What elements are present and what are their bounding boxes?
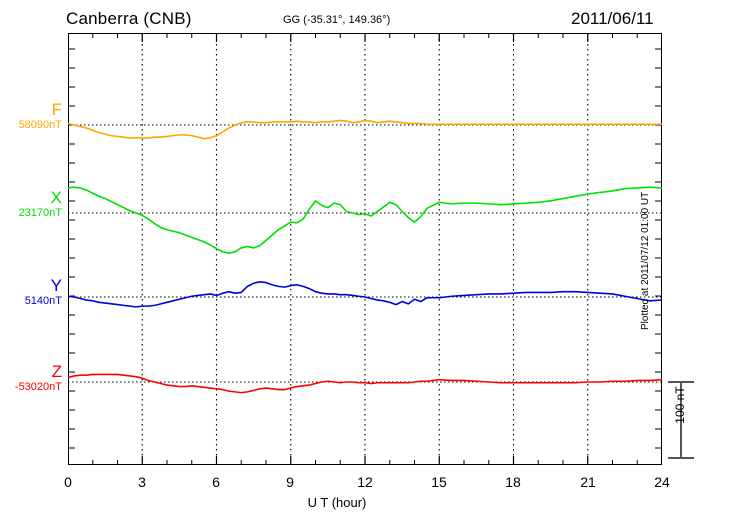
scale-bar-line [680,382,682,458]
x-axis-title-text: U T (hour) [307,495,367,510]
component-baseline-f: 58090nT [18,118,62,131]
component-label-y: Y 5140nT [0,277,62,307]
component-baseline-x: 23170nT [18,206,62,219]
plotted-at-caption: Plotted at 2011/07/12 01:00 UT [640,170,651,330]
page-title: Canberra (CNB) [66,9,192,28]
component-letter-z: Z [51,362,62,381]
x-tick-label-15: 15 [431,474,447,490]
component-label-x: X 23170nT [0,189,62,219]
x-tick-label-12: 12 [357,474,373,490]
component-baseline-z: -53020nT [14,380,62,393]
scale-bar-cap-top [668,381,694,383]
observation-date: 2011/06/11 [571,9,654,28]
plot-canvas [68,33,662,465]
gridlines [141,34,589,464]
trace-y [68,281,662,308]
trace-f [68,119,662,140]
x-axis-title: U T (hour) [0,495,730,510]
component-baseline-y: 5140nT [24,294,62,307]
x-tick-label-18: 18 [505,474,521,490]
x-tick-label-9: 9 [286,474,294,490]
x-tick-label-24: 24 [654,474,670,490]
scale-bar-label: 100 nT [673,386,687,424]
trace-x [68,186,662,255]
x-axis-minor-ticks [92,33,638,465]
plotted-at-text: Plotted at 2011/07/12 01:00 UT [640,191,651,330]
component-letter-y: Y [50,276,62,295]
component-label-f: F 58090nT [0,101,62,131]
x-tick-label-0: 0 [64,474,72,490]
component-letter-x: X [50,188,62,207]
x-tick-label-3: 3 [138,474,146,490]
scale-bar-cap-bottom [668,457,694,459]
magnetogram-plot [68,33,662,465]
y-axis-left-ticks [68,48,75,449]
x-tick-label-6: 6 [212,474,220,490]
component-label-z: Z -53020nT [0,363,62,393]
x-axis-major-ticks [68,33,662,465]
component-baselines [68,124,662,383]
component-traces [68,119,662,394]
trace-z [68,373,662,394]
component-letter-f: F [51,100,62,119]
y-axis-right-ticks [655,48,662,449]
geographic-coordinates: GG (-35.31°, 149.36°) [283,14,391,26]
x-tick-label-21: 21 [580,474,596,490]
scale-bar: 100 nT [666,378,696,462]
